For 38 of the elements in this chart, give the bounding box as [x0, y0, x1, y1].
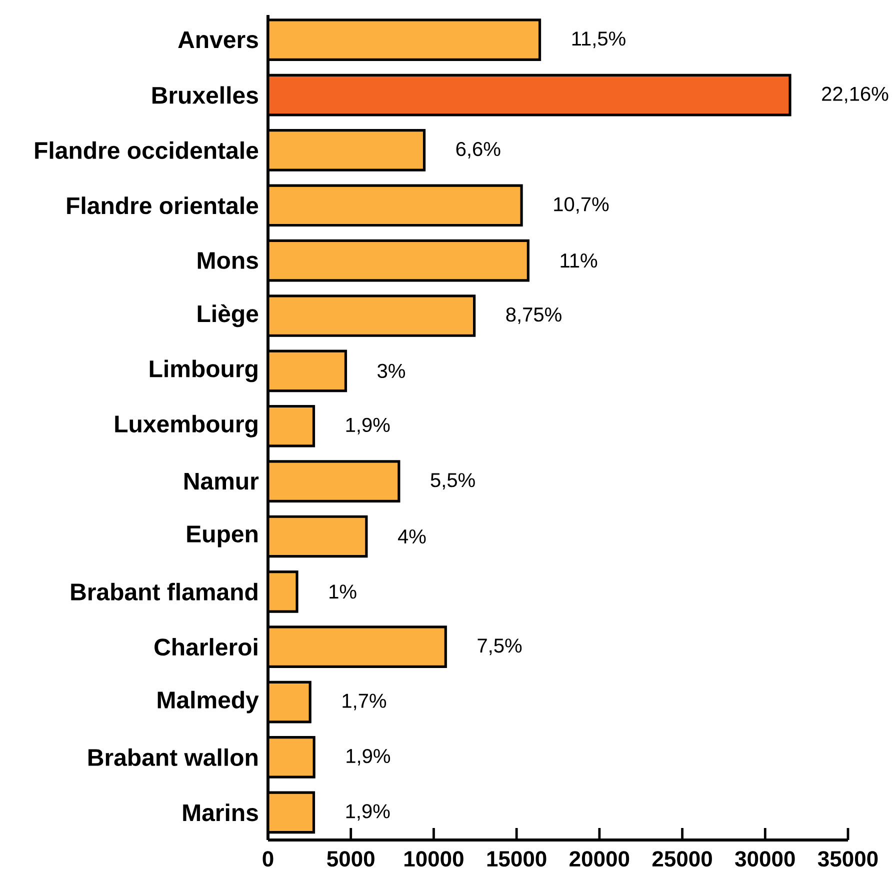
y-tick-label: Luxembourg: [115, 414, 258, 438]
x-tick-label: 10000: [404, 851, 464, 867]
y-tick-label: Malmedy: [158, 690, 259, 714]
annotation: 8,75%: [506, 308, 562, 324]
x-tick-label: 20000: [570, 851, 630, 867]
annotation: 1,9%: [346, 804, 390, 821]
y-tick-label: Limbourg: [150, 360, 258, 382]
y-tick-label: Flandre occidentale: [35, 141, 258, 159]
y-tick-label: Flandre orientale: [67, 196, 258, 214]
annotation: 22,16%: [822, 86, 888, 104]
x-tick-label: 35000: [818, 851, 878, 867]
y-tick-label: Liège: [198, 304, 258, 328]
x-tick-label: 15000: [487, 851, 546, 867]
y-tick-label: Bruxelles: [152, 86, 258, 104]
annotation: 6,6%: [456, 142, 500, 158]
annotation: 3%: [378, 364, 405, 378]
x-tick-label: 0: [262, 851, 274, 867]
annotation: 7,5%: [478, 638, 522, 656]
x-tick-label: 25000: [652, 851, 712, 867]
y-tick-label: Marins: [183, 804, 258, 822]
y-tick-label: Anvers: [178, 31, 258, 48]
annotation: 11%: [560, 254, 598, 268]
annotation: 1%: [330, 584, 356, 599]
x-tick-label: 5000: [327, 851, 374, 867]
y-tick-label: Brabant wallon: [88, 748, 258, 766]
annotation: 1,9%: [346, 418, 390, 434]
annotation: 5,5%: [430, 473, 475, 490]
annotation: 1,7%: [342, 694, 386, 710]
y-tick-label: Namur: [184, 472, 259, 490]
y-tick-label: Brabant flamand: [71, 582, 258, 600]
y-tick-label: Mons: [198, 252, 258, 269]
y-tick-label: Charleroi: [154, 638, 258, 656]
y-tick-label: Eupen: [187, 526, 258, 548]
annotation: 11,5%: [572, 32, 626, 48]
annotation: 10,7%: [554, 197, 609, 214]
x-tick-label: 30000: [735, 851, 795, 867]
annotation: 1,9%: [346, 748, 390, 766]
annotation: 4%: [398, 529, 426, 544]
